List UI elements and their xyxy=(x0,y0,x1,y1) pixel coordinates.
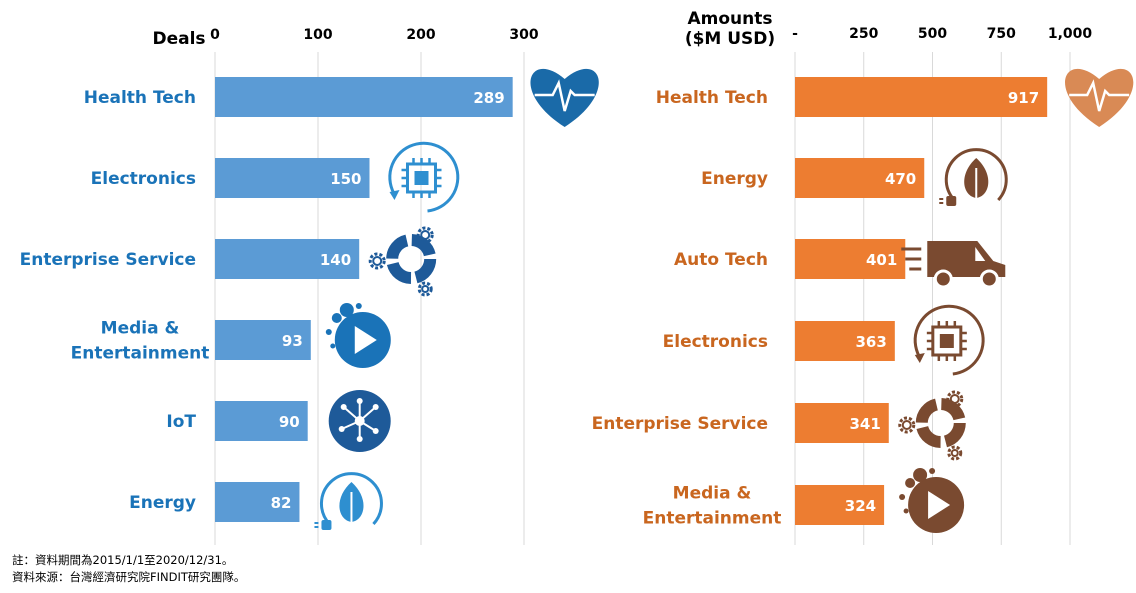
right-bar-value: 341 xyxy=(849,415,880,433)
right-bar-value: 470 xyxy=(885,170,916,188)
left-bar-value: 289 xyxy=(473,89,504,107)
left-tick-label: 100 xyxy=(303,27,332,43)
right-category-label: Electronics xyxy=(663,332,768,352)
right-bar-value: 363 xyxy=(856,333,887,351)
left-category-label: Entertainment xyxy=(71,344,210,364)
right-bar xyxy=(795,403,889,443)
chip-icon xyxy=(388,141,460,213)
right-bar xyxy=(795,485,885,525)
left-bar-value: 82 xyxy=(271,494,292,512)
right-bar xyxy=(795,239,906,279)
right-tick-label: 750 xyxy=(987,26,1016,42)
left-bar-value: 140 xyxy=(320,251,351,269)
left-bar xyxy=(215,77,513,117)
right-category-label: Media & xyxy=(673,484,752,504)
left-bar xyxy=(215,482,300,522)
right-category-label: Auto Tech xyxy=(674,250,768,270)
iot-network-icon xyxy=(328,390,391,452)
left-category-label: Health Tech xyxy=(84,88,196,108)
left-bar xyxy=(215,320,311,360)
left-bar-value: 93 xyxy=(282,332,303,350)
right-bar-value: 324 xyxy=(845,497,876,515)
left-bar xyxy=(215,239,360,279)
left-tick-label: 200 xyxy=(406,27,435,43)
right-bar-value: 917 xyxy=(1008,89,1039,107)
left-axis-title: Deals xyxy=(152,29,205,49)
heart-pulse-icon xyxy=(530,68,599,127)
right-tick-label: - xyxy=(792,26,798,42)
right-panel: - 250 500 750 1,000 Amounts($M USD) 917 Health … xyxy=(592,9,1134,545)
play-icon xyxy=(899,468,965,533)
left-bar-value: 150 xyxy=(330,170,361,188)
left-category-label: Energy xyxy=(129,493,196,513)
right-bar xyxy=(795,321,895,361)
right-tick-label: 500 xyxy=(918,26,947,42)
right-category-label: Enterprise Service xyxy=(592,414,768,434)
play-icon xyxy=(325,303,391,368)
left-tick-label: 300 xyxy=(509,27,538,43)
left-bar xyxy=(215,158,370,198)
footnote-period: 註：資料期間為2015/1/1至2020/12/31。 xyxy=(12,553,234,567)
left-category-label: Electronics xyxy=(91,169,196,189)
left-tick-label: 0 xyxy=(210,27,220,43)
footnote-source: 資料來源：台灣經濟研究院FINDIT研究團隊。 xyxy=(12,570,246,584)
right-axis-title: ($M USD) xyxy=(685,29,775,49)
gears-icon xyxy=(368,226,437,297)
chip-icon xyxy=(913,304,985,376)
right-bar xyxy=(795,77,1048,117)
heart-pulse-icon xyxy=(1065,68,1134,127)
right-category-label: Energy xyxy=(701,169,768,189)
right-tick-label: 250 xyxy=(849,26,878,42)
right-category-label: Health Tech xyxy=(656,88,768,108)
right-bar-value: 401 xyxy=(866,251,897,269)
right-category-label: Entertainment xyxy=(643,509,782,529)
leaf-plug-icon xyxy=(314,472,383,530)
left-category-label: IoT xyxy=(166,412,196,432)
van-icon xyxy=(901,241,1006,289)
gears-icon xyxy=(898,390,966,461)
right-bar xyxy=(795,158,925,198)
left-category-label: Media & xyxy=(101,319,180,339)
left-category-label: Enterprise Service xyxy=(20,250,196,270)
right-axis-title: Amounts xyxy=(688,9,773,29)
right-tick-label: 1,000 xyxy=(1048,26,1093,42)
left-bar-value: 90 xyxy=(279,413,300,431)
left-bar xyxy=(215,401,308,441)
left-panel: 0 100 200 300 Deals 289 Health Tech 150 Electron… xyxy=(20,27,599,545)
leaf-plug-icon xyxy=(939,148,1008,206)
